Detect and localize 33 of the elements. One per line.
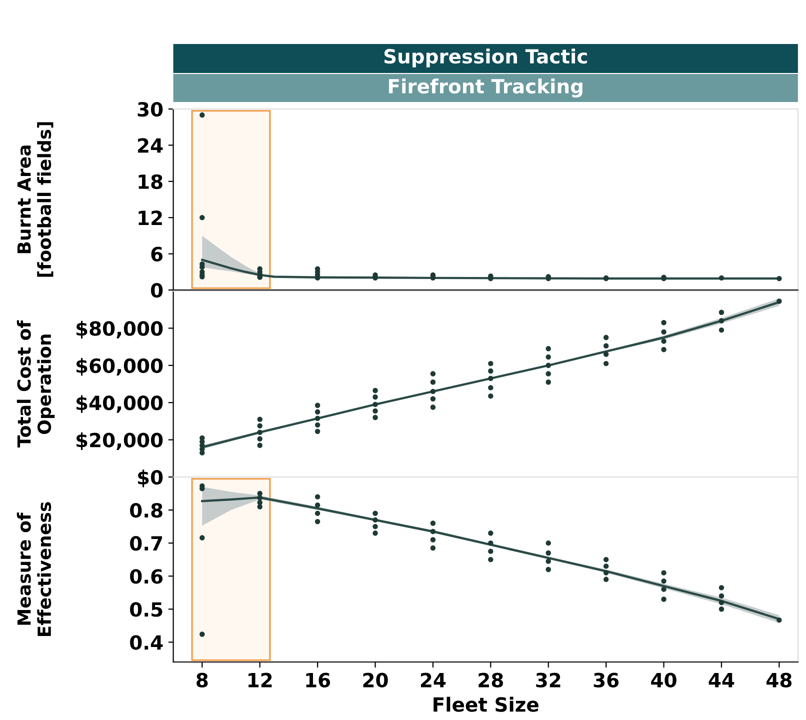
x-tick-label: 28 (478, 672, 503, 688)
x-tick-label: 36 (594, 672, 619, 688)
y-tick-label: 24 (138, 138, 163, 153)
y-tick-label: $60,000 (76, 358, 163, 376)
y-tick-label: $20,000 (76, 432, 163, 450)
x-tick-label: 12 (248, 672, 272, 688)
chart-title: Suppression Tactic (384, 48, 587, 68)
y-axis-title: Total Cost of Operation (16, 320, 55, 448)
y-axis-title: Measure of Effectiveness (16, 502, 52, 636)
y-tick-label: 0.7 (130, 536, 162, 551)
y-tick-label: 0.5 (130, 602, 162, 617)
x-tick-label: 20 (363, 672, 388, 688)
y-tick-label: 0.8 (130, 502, 162, 518)
x-tick-label: 44 (708, 673, 734, 688)
y-tick-label: 12 (138, 210, 162, 225)
x-axis-title: Fleet Size (434, 696, 538, 712)
x-tick-label: 40 (651, 672, 676, 688)
y-tick-label: 0 (150, 282, 163, 298)
x-tick-label: 16 (306, 672, 330, 688)
x-tick-label: 8 (196, 672, 208, 688)
y-tick-label: 6 (151, 246, 163, 262)
y-axis-title: Burnt Area [football fields] (17, 122, 54, 277)
y-tick-label: $40,000 (76, 395, 163, 413)
x-tick-label: 48 (766, 672, 792, 688)
y-tick-label: 30 (138, 102, 163, 117)
y-tick-label: $0 (138, 470, 163, 488)
y-tick-label: 18 (138, 174, 162, 190)
x-tick-label: 24 (420, 672, 446, 688)
y-tick-label: 0.6 (130, 569, 163, 584)
chart-subtitle: Firefront Tracking (389, 78, 582, 98)
y-tick-label: $80,000 (76, 320, 163, 338)
x-tick-label: 32 (536, 672, 560, 688)
y-tick-label: 0.4 (130, 635, 163, 650)
